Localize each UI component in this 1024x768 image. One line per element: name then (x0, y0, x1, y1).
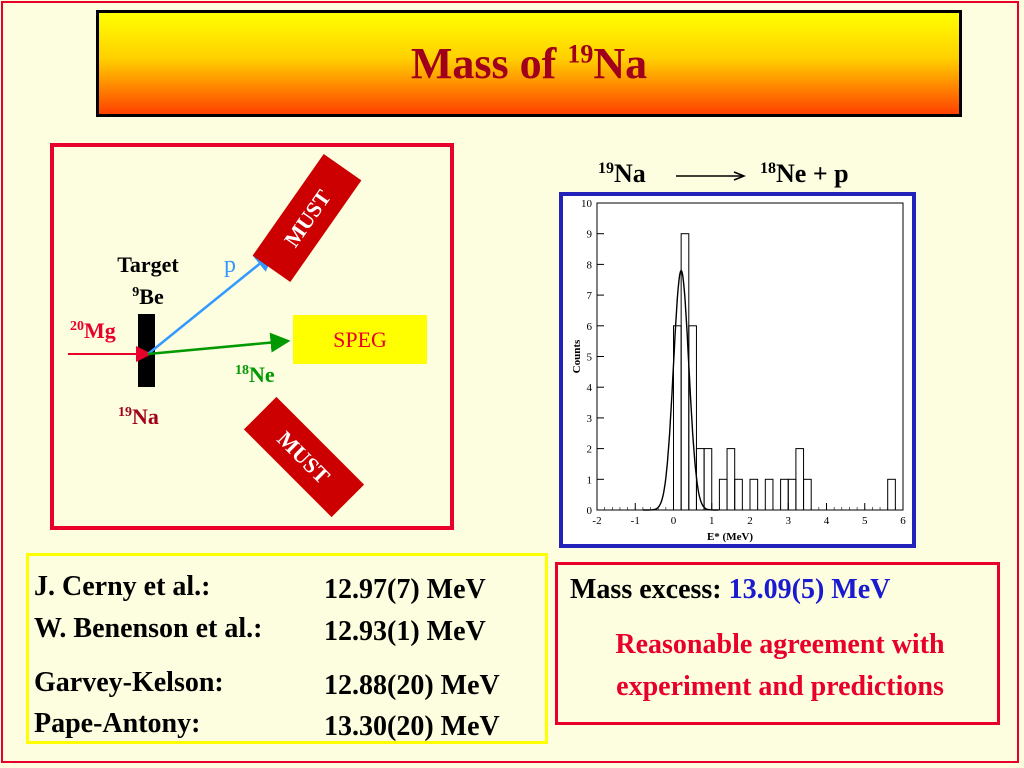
histogram-bin (780, 478, 789, 511)
histogram-bin (803, 478, 812, 511)
histogram-bin (703, 448, 713, 511)
proton-label: p (224, 252, 236, 278)
proton-arrow (147, 251, 275, 355)
target-material: 9Be (132, 284, 164, 309)
y-tick-label: 4 (587, 382, 593, 394)
mass-excess-label: Mass excess: (570, 574, 722, 605)
y-tick-label: 3 (587, 413, 593, 425)
ref-value-cerny: 12.97(7) MeV (324, 574, 486, 605)
histogram-bin (787, 478, 797, 511)
ref-name-benenson: W. Benenson et al.: (34, 613, 263, 644)
ref-value-benenson: 12.93(1) MeV (324, 616, 486, 647)
ref-value-garvey-kelson: 12.88(20) MeV (324, 670, 500, 701)
references-box (26, 553, 548, 744)
gaussian-fit-curve (642, 269, 719, 511)
reaction-products: 18Ne + p (760, 159, 849, 188)
histogram-bin (764, 478, 774, 511)
speg-label: SPEG (333, 327, 387, 352)
result-box (555, 562, 1000, 725)
x-tick-label: 6 (900, 515, 906, 527)
y-tick-label: 1 (587, 474, 593, 486)
ref-value-pape-antony: 13.30(20) MeV (324, 711, 500, 742)
y-tick-label: 10 (581, 198, 593, 210)
y-tick-label: 6 (587, 321, 593, 333)
mass-excess-value: 13.09(5) MeV (728, 574, 891, 605)
y-tick-label: 7 (587, 290, 593, 302)
histogram-bin (749, 478, 759, 511)
ref-name-pape-antony: Pape-Antony: (34, 708, 201, 739)
reaction-equation: 19Na (598, 159, 646, 188)
x-tick-label: -2 (592, 515, 601, 527)
y-tick-label: 5 (587, 352, 593, 364)
plot-area (596, 202, 904, 511)
spectrum-plot-frame (559, 192, 916, 548)
conclusion-line-1: Reasonable agreement with (615, 629, 945, 660)
histogram-bin (718, 478, 728, 511)
recoil-arrow (147, 332, 291, 356)
x-tick-label: -1 (631, 515, 640, 527)
recoil-label: 18Ne (235, 362, 275, 387)
conclusion-line-2: experiment and predictions (616, 671, 944, 702)
y-axis-label: Counts (571, 339, 583, 373)
y-tick-label: 0 (587, 505, 593, 517)
target-label: Target (117, 252, 179, 277)
ref-name-garvey-kelson: Garvey-Kelson: (34, 667, 224, 698)
histogram-bin (688, 325, 697, 511)
x-tick-label: 3 (786, 515, 792, 527)
slide-title: Mass of 19Na (410, 39, 648, 88)
x-tick-label: 2 (747, 515, 753, 527)
product-label: 19Na (118, 404, 159, 429)
histogram-bin (734, 478, 743, 511)
diagram-frame (50, 143, 454, 530)
y-tick-label: 2 (587, 444, 593, 456)
title-banner: Mass of 19Na (96, 10, 962, 117)
histogram-bin (726, 448, 736, 511)
x-tick-label: 1 (709, 515, 715, 527)
beam-label: 20Mg (70, 318, 116, 343)
y-tick-label: 8 (587, 259, 593, 271)
x-tick-label: 5 (862, 515, 868, 527)
y-tick-label: 9 (587, 229, 593, 241)
x-tick-label: 4 (824, 515, 830, 527)
mass-excess: Mass excess: 13.09(5) MeV (570, 574, 890, 606)
conclusion: Reasonable agreement with experiment and … (560, 624, 1000, 708)
x-tick-label: 0 (671, 515, 677, 527)
histogram-bin (795, 448, 805, 511)
speg-box (293, 315, 427, 364)
x-axis-label: E* (MeV) (707, 531, 753, 543)
ref-name-cerny: J. Cerny et al.: (34, 571, 211, 602)
histogram-bin (887, 478, 896, 511)
